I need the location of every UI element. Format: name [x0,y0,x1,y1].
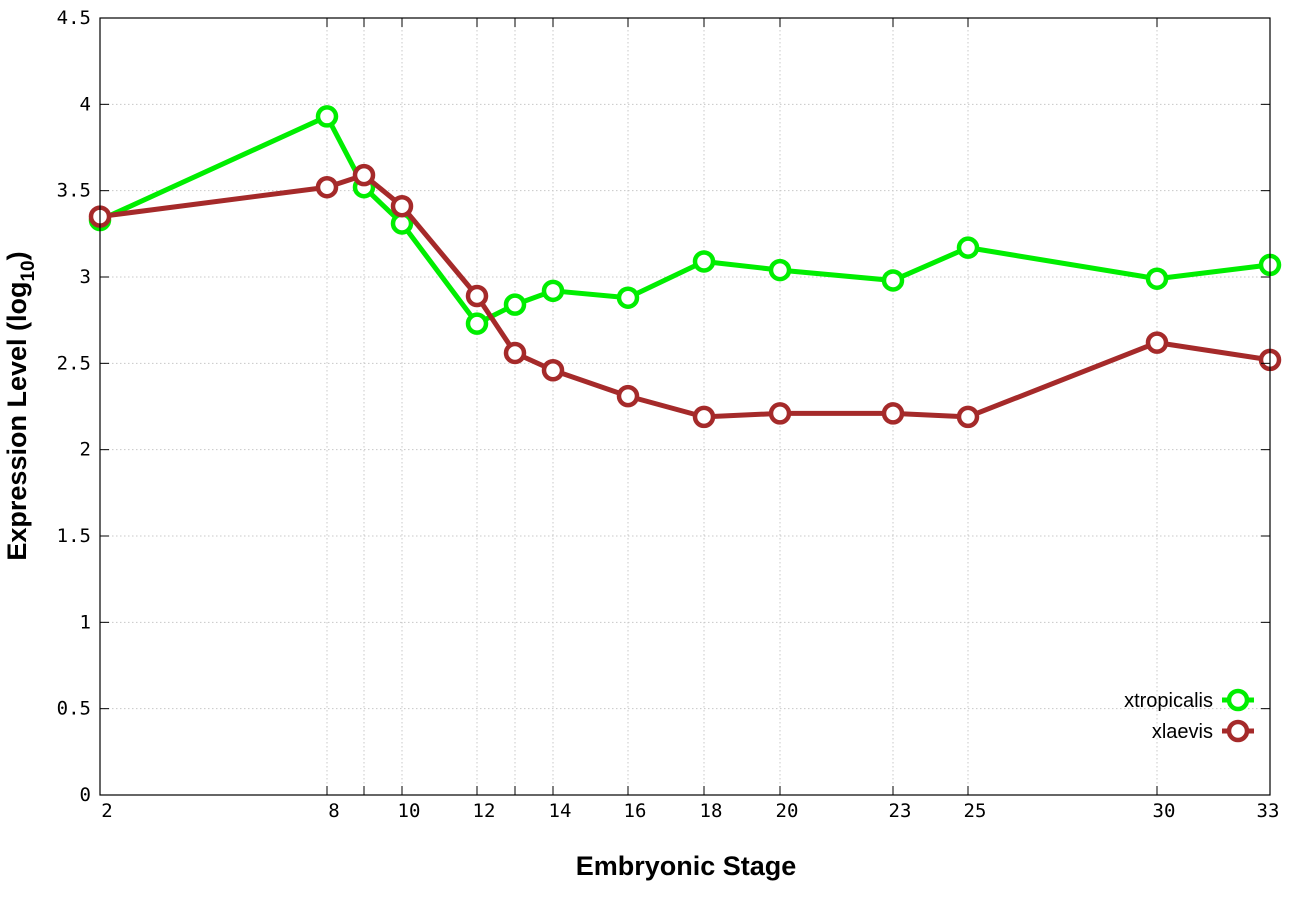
y-axis-title: Expression Level (log10) [2,251,39,560]
y-tick-label: 4 [80,93,91,115]
data-point-xtropicalis [768,258,792,282]
y-tick-label: 0.5 [57,698,91,720]
data-point-xtropicalis [503,293,527,316]
data-point-xtropicalis [541,279,565,303]
data-point-xlaevis [956,405,980,429]
series-line-xlaevis [99,172,1271,420]
y-tick-label: 0 [80,784,91,806]
x-tick-label: 33 [1257,800,1280,822]
data-point-xtropicalis [1145,267,1169,290]
series-xtropicalis [88,105,1282,335]
legend: xtropicalis xlaevis [1124,688,1254,743]
data-point-xlaevis [692,405,716,429]
series-xlaevis [88,163,1282,429]
y-tick-label: 2.5 [57,352,91,374]
y-tick-label: 4.5 [57,7,91,29]
x-tick-label: 16 [624,800,647,822]
x-tick-label: 25 [964,800,987,822]
data-point-xlaevis [390,194,414,218]
y-tick-label: 2 [80,439,91,461]
data-point-xtropicalis [692,250,716,273]
series-line-xtropicalis [98,113,1271,327]
legend-label-xlaevis: xlaevis [1152,721,1213,743]
data-point-xlaevis [768,402,792,425]
x-tick-label: 20 [776,800,799,822]
data-point-xtropicalis [315,105,339,128]
x-tick-label: 10 [398,800,421,822]
plot-frame [99,17,1271,796]
y-tick-label: 1 [80,611,91,633]
y-tick-label: 1.5 [57,525,91,547]
data-point-xtropicalis [616,286,640,309]
x-tick-label: 30 [1153,800,1176,822]
data-point-xlaevis [465,284,489,308]
x-tick-label: 23 [889,800,912,822]
data-point-xlaevis [352,163,376,187]
data-point-xlaevis [315,175,339,199]
data-point-xlaevis [616,384,640,408]
x-tick-label: 14 [549,800,572,822]
legend-marker-xlaevis [1226,719,1250,743]
data-point-xtropicalis [465,312,489,335]
x-axis-title: Embryonic Stage [576,851,797,881]
legend-item-xlaevis: xlaevis [1152,719,1254,743]
y-tick-label: 3 [80,266,91,288]
x-tick-label: 18 [700,800,723,822]
y-tick-label: 3.5 [57,180,91,202]
legend-label-xtropicalis: xtropicalis [1124,690,1213,712]
data-point-xlaevis [1145,331,1169,354]
legend-marker-xtropicalis [1226,688,1250,712]
data-point-xtropicalis [881,269,905,292]
x-tick-label: 2 [101,800,112,822]
series-layer [88,105,1282,429]
legend-item-xtropicalis: xtropicalis [1124,688,1254,712]
data-point-xlaevis [503,341,527,365]
data-point-xlaevis [881,402,905,425]
x-tick-label: 8 [328,800,339,822]
ticks: 0 0.5 1 1.5 2 2.5 3 3.5 4 4.5 2 8 10 12 14 16 18 20 23 25 30… [57,7,1280,822]
data-point-xlaevis [541,358,565,382]
x-tick-label: 12 [473,800,496,822]
grid [100,18,1270,795]
data-point-xtropicalis [956,236,980,259]
